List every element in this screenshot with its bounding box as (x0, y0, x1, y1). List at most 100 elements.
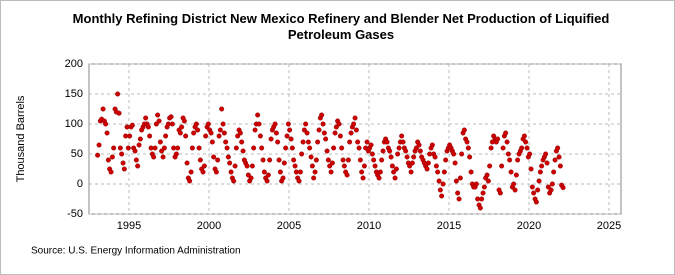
data-point (104, 130, 110, 136)
data-point (371, 157, 377, 163)
data-point (133, 157, 139, 163)
data-point (311, 175, 317, 181)
data-point (557, 163, 563, 169)
data-point (535, 187, 541, 193)
data-point (95, 152, 101, 158)
data-point (457, 175, 463, 181)
plot-frame (88, 63, 622, 215)
data-point (109, 154, 115, 160)
data-point (273, 130, 279, 136)
data-point (193, 121, 199, 127)
data-point (184, 160, 190, 166)
data-point (151, 154, 157, 160)
data-point (152, 145, 158, 151)
data-point (189, 145, 195, 151)
data-point (299, 151, 305, 157)
data-point (347, 139, 353, 145)
data-point (332, 130, 338, 136)
x-tick-label: 2010 (357, 220, 381, 232)
data-point (145, 124, 151, 130)
data-point (539, 163, 545, 169)
data-point (429, 142, 435, 148)
data-point (287, 127, 293, 133)
data-point (315, 139, 321, 145)
data-point (481, 184, 487, 190)
data-point (399, 133, 405, 139)
data-point (400, 139, 406, 145)
data-point (473, 181, 479, 187)
data-point (345, 157, 351, 163)
data-point (120, 160, 126, 166)
data-point (96, 142, 102, 148)
data-point (216, 133, 222, 139)
data-point (348, 130, 354, 136)
data-point (160, 154, 166, 160)
data-point (233, 145, 239, 151)
data-point (511, 181, 517, 187)
data-point (551, 169, 557, 175)
data-point (125, 145, 131, 151)
data-point (328, 169, 334, 175)
data-point (376, 175, 382, 181)
data-point (320, 121, 326, 127)
data-point (283, 145, 289, 151)
data-point (416, 142, 422, 148)
y-tick-label: 0 (77, 178, 83, 190)
data-point (187, 178, 193, 184)
data-point (281, 160, 287, 166)
data-point (368, 142, 374, 148)
data-point (137, 136, 143, 142)
data-point (285, 121, 291, 127)
data-point (440, 181, 446, 187)
data-point (495, 136, 501, 142)
data-point (433, 163, 439, 169)
data-point (308, 154, 314, 160)
data-point (529, 184, 535, 190)
data-point (424, 166, 430, 172)
data-point (115, 91, 121, 97)
data-point (325, 157, 331, 163)
data-point (219, 106, 225, 112)
data-point (291, 157, 297, 163)
data-point (155, 112, 161, 118)
chart-title: Monthly Refining District New Mexico Ref… (72, 11, 610, 42)
data-point (479, 196, 485, 202)
data-point (220, 121, 226, 127)
data-point (384, 139, 390, 145)
data-point (305, 139, 311, 145)
data-point (357, 157, 363, 163)
data-point (404, 154, 410, 160)
data-point (504, 139, 510, 145)
y-tick-label: 100 (65, 118, 83, 130)
data-point (201, 163, 207, 169)
data-point (276, 157, 282, 163)
data-point (488, 145, 494, 151)
data-point (195, 127, 201, 133)
data-point (395, 151, 401, 157)
x-tick-label: 1995 (117, 220, 141, 232)
data-point (119, 151, 125, 157)
data-point (377, 169, 383, 175)
data-point (168, 114, 174, 120)
data-point (531, 190, 537, 196)
data-point (515, 157, 521, 163)
data-point (268, 136, 274, 142)
x-tick-label: 2015 (437, 220, 461, 232)
data-point (464, 139, 470, 145)
data-point (393, 166, 399, 172)
y-tick-label: 200 (65, 58, 83, 70)
data-point (340, 157, 346, 163)
data-point (319, 112, 325, 118)
data-point (255, 112, 261, 118)
data-point (143, 115, 149, 121)
data-point (224, 145, 230, 151)
data-point (175, 145, 181, 151)
data-point (297, 169, 303, 175)
data-point (288, 136, 294, 142)
data-point (324, 148, 330, 154)
data-point (169, 121, 175, 127)
data-point (240, 148, 246, 154)
data-point (507, 157, 513, 163)
data-point (435, 169, 441, 175)
